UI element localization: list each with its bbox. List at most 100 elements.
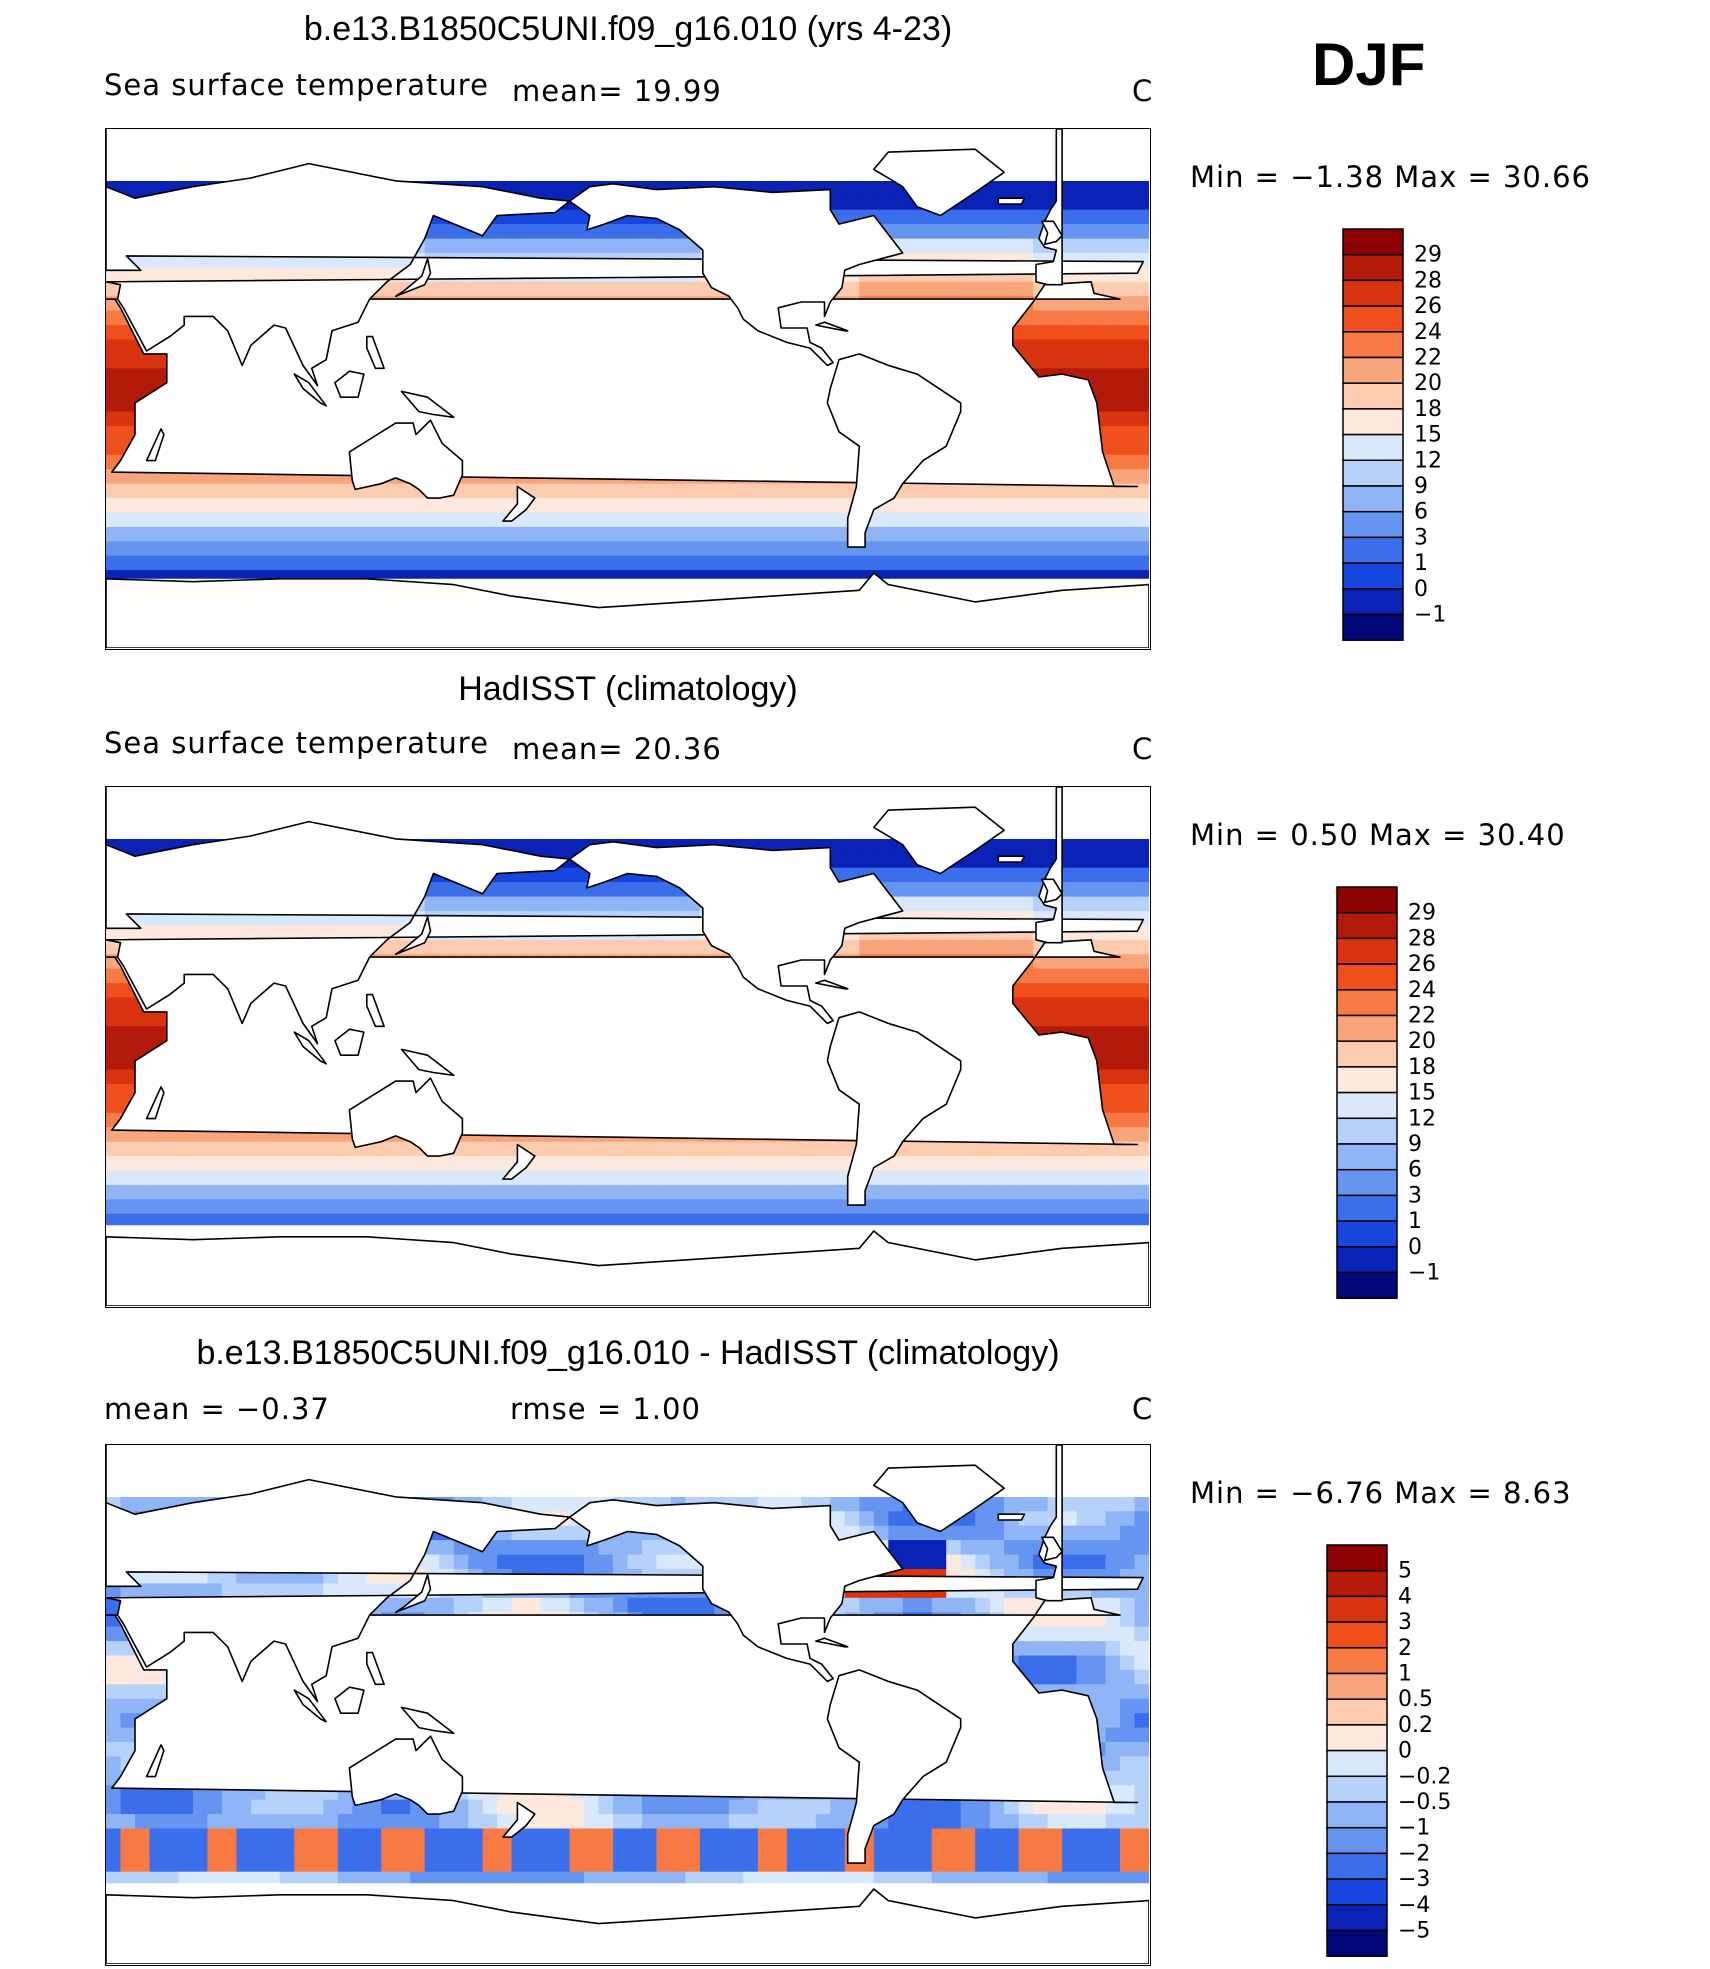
colorbar-swatch	[1336, 911, 1398, 940]
colorbar-tick-label: 0	[1398, 1739, 1412, 1764]
season-label: DJF	[1312, 31, 1426, 98]
colorbar-swatch	[1336, 886, 1398, 914]
colorbar-swatch	[1342, 613, 1404, 641]
land-uk	[1041, 1536, 1063, 1562]
panel-title: b.e13.B1850C5UNI.f09_g16.010 - HadISST (…	[196, 1334, 1060, 1372]
colorbar-difference: 5 4 3 2 1 0.5 0.2 0 −0.2 −0.5 −1 −2 −3 −4 −5	[1326, 1544, 1496, 1959]
colorbar-swatch	[1342, 408, 1404, 436]
colorbar-swatch	[1326, 1724, 1388, 1752]
min-max-label: Min = −6.76 Max = 8.63	[1190, 1476, 1572, 1510]
land-new-zealand	[502, 1143, 536, 1180]
land-south-america	[826, 1669, 962, 1864]
colorbar-swatch	[1342, 356, 1404, 384]
colorbar-tick-label: 3	[1414, 525, 1428, 550]
colorbar-tick-label: 9	[1414, 474, 1428, 499]
colorbar-swatch	[1336, 1246, 1398, 1274]
colorbar-tick-label: 29	[1414, 243, 1442, 268]
land-philippines	[366, 993, 385, 1028]
land-uk	[1041, 878, 1063, 904]
land-europe-w	[1035, 1445, 1063, 1602]
land-cuba	[815, 1637, 849, 1648]
colorbar-swatch	[1326, 1852, 1388, 1880]
land-eurasia	[106, 129, 1144, 387]
colorbar-swatch	[1336, 1143, 1398, 1171]
colorbar-swatch	[1336, 1014, 1398, 1042]
colorbar-swatch	[1342, 305, 1404, 333]
colorbar-tick-label: −2	[1398, 1841, 1430, 1866]
colorbar-tick-label: 2	[1398, 1636, 1412, 1661]
colorbar-tick-label: 20	[1414, 371, 1442, 396]
colorbar-tick-label: 15	[1414, 423, 1442, 448]
colorbar-swatch	[1326, 1621, 1388, 1649]
colorbar-swatch	[1336, 1194, 1398, 1222]
land-north-america	[568, 183, 904, 367]
land-eurasia	[106, 1445, 1144, 1703]
colorbar-tick-label: 3	[1398, 1610, 1412, 1635]
land-borneo	[334, 1686, 365, 1714]
colorbar-tick-label: 0.2	[1398, 1713, 1433, 1738]
variable-label: Sea surface temperature	[104, 68, 489, 102]
colorbar-tick-label: 9	[1408, 1132, 1422, 1157]
colorbar-tick-label: −0.5	[1398, 1790, 1451, 1815]
colorbar-tick-label: 0	[1408, 1235, 1422, 1260]
colorbar-swatch	[1336, 963, 1398, 991]
colorbar-tick-label: 26	[1408, 952, 1436, 977]
colorbar-model: 29 28 26 24 22 20 18 15 12 9 6 3 1 0 −1	[1342, 228, 1512, 643]
colorbar-swatch	[1342, 382, 1404, 410]
colorbar-tick-label: −0.2	[1398, 1764, 1451, 1789]
colorbar-tick-label: 15	[1408, 1081, 1436, 1106]
land-australia	[348, 1077, 464, 1157]
colorbar-swatch	[1336, 1220, 1398, 1248]
land-antarctica	[106, 1888, 1149, 1964]
land-new-zealand	[502, 485, 536, 522]
colorbar-swatch	[1342, 562, 1404, 590]
colorbar-swatch	[1342, 433, 1404, 462]
land-sumatra	[293, 1689, 327, 1723]
land-sumatra	[293, 373, 327, 407]
colorbar-tick-label: 3	[1408, 1183, 1422, 1208]
land-borneo	[334, 370, 365, 398]
colorbar-swatch	[1336, 1040, 1398, 1068]
land-iceland	[997, 1513, 1026, 1521]
land-greenland	[873, 148, 1005, 217]
colorbar-swatch	[1336, 1117, 1398, 1145]
land-new-guinea	[400, 390, 455, 419]
colorbar-tick-label: 28	[1414, 268, 1442, 293]
colorbar-swatch	[1326, 1826, 1388, 1855]
colorbar-tick-label: 29	[1408, 901, 1436, 926]
min-max-label: Min = −1.38 Max = 30.66	[1190, 160, 1591, 194]
colorbar-tick-label: 0.5	[1398, 1687, 1433, 1712]
min-max-label: Min = 0.50 Max = 30.40	[1190, 818, 1566, 852]
variable-label: Sea surface temperature	[104, 726, 489, 760]
colorbar-swatch	[1326, 1929, 1388, 1957]
colorbar-tick-label: 1	[1414, 551, 1428, 576]
colorbar-swatch	[1342, 485, 1404, 513]
land-north-america	[568, 841, 904, 1025]
land-australia	[348, 419, 464, 499]
land-japan	[394, 916, 432, 955]
colorbar-tick-label: 18	[1408, 1055, 1436, 1080]
colorbar-tick-label: −4	[1398, 1893, 1430, 1918]
colorbar-tick-label: 12	[1408, 1106, 1436, 1131]
colorbar-swatch	[1342, 588, 1404, 616]
land-europe-w	[1035, 787, 1063, 944]
land-philippines	[366, 335, 385, 370]
colorbar-tick-label: 28	[1408, 926, 1436, 951]
colorbar-tick-label: 0	[1414, 577, 1428, 602]
land-greenland	[873, 1464, 1005, 1533]
colorbar-swatch	[1342, 228, 1404, 256]
colorbar-tick-label: −1	[1398, 1816, 1430, 1841]
land-new-guinea	[400, 1048, 455, 1077]
colorbar-swatch	[1342, 279, 1404, 307]
land-madagascar	[145, 428, 165, 462]
land-europe-w	[1035, 129, 1063, 286]
colorbar-swatch	[1336, 1091, 1398, 1120]
colorbar-swatch	[1326, 1904, 1388, 1932]
mean-value: mean = −0.37	[104, 1392, 330, 1426]
mean-value: mean= 19.99	[512, 74, 722, 108]
rmse-value: rmse = 1.00	[510, 1392, 701, 1426]
land-iceland	[997, 197, 1026, 205]
colorbar-tick-label: −1	[1408, 1261, 1440, 1286]
colorbar-swatch	[1342, 510, 1404, 539]
land-greenland	[873, 806, 1005, 875]
